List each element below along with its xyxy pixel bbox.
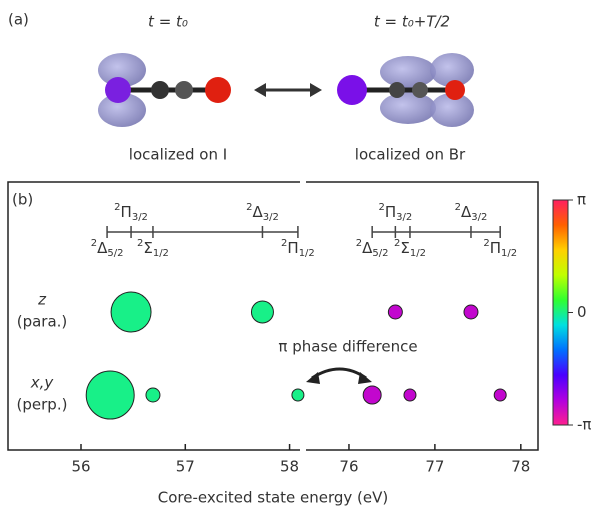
colorbar-tick-label: π [577, 191, 586, 209]
x-tick-label: 56 [71, 458, 90, 476]
bubble [291, 388, 305, 402]
row-label: x,y [30, 374, 55, 392]
colorbar-tick-label: 0 [577, 303, 587, 321]
row-label: z [37, 291, 47, 309]
level-sup: 2 [281, 238, 287, 249]
bubble [250, 300, 274, 324]
level-sub: 1/2 [299, 248, 315, 259]
level-sup: 2 [483, 238, 489, 249]
colorbar [552, 199, 569, 426]
level-label: 2Σ1/2 [394, 238, 426, 259]
bubble [387, 304, 403, 320]
caption: localized on I [129, 146, 227, 164]
x-tick-label: 58 [280, 458, 299, 476]
level-label: 2Δ3/2 [246, 202, 279, 223]
level-sup: 2 [356, 238, 362, 249]
level-label: 2Π1/2 [483, 238, 517, 259]
level-sup: 2 [114, 202, 120, 213]
panel-title: t = t₀+T/2 [374, 13, 450, 31]
phase-arrow [306, 367, 372, 384]
x-tick-label: 76 [339, 458, 358, 476]
level-sub: 3/2 [471, 212, 487, 223]
level-label: 2Δ3/2 [455, 202, 488, 223]
level-label: 2Δ5/2 [91, 238, 124, 259]
x-tick-label: 77 [425, 458, 444, 476]
level-sub: 3/2 [396, 212, 412, 223]
double-arrow [254, 83, 322, 97]
level-symbol: Π [385, 203, 396, 221]
level-sub: 1/2 [501, 248, 517, 259]
x-axis-label: Core-excited state energy (eV) [158, 489, 389, 507]
level-symbol: Σ [400, 239, 409, 257]
colorbar-tick-label: -π [577, 416, 591, 434]
level-sub: 1/2 [153, 248, 169, 259]
x-tick-label: 78 [511, 458, 530, 476]
bubble [110, 291, 152, 333]
bubble [145, 387, 161, 403]
level-symbol: Δ [362, 239, 373, 257]
molecule-right [337, 53, 474, 127]
x-tick-label: 57 [176, 458, 195, 476]
bubble [463, 304, 479, 320]
molecule-left [98, 53, 231, 127]
bubble [403, 388, 417, 402]
level-sup: 2 [455, 202, 461, 213]
bubble [362, 385, 382, 405]
panel-label: (a) [8, 11, 29, 29]
panel-title: t = t₀ [148, 13, 188, 31]
level-sub: 5/2 [107, 248, 123, 259]
level-sup: 2 [91, 238, 97, 249]
level-sub: 5/2 [372, 248, 388, 259]
level-symbol: Δ [461, 203, 472, 221]
level-label: 2Δ5/2 [356, 238, 389, 259]
level-symbol: Π [490, 239, 501, 257]
level-symbol: Π [121, 203, 132, 221]
level-sup: 2 [378, 202, 384, 213]
level-symbol: Δ [252, 203, 263, 221]
level-label: 2Σ1/2 [137, 238, 169, 259]
bubble [493, 388, 507, 402]
level-sub: 1/2 [410, 248, 426, 259]
bubble [85, 370, 135, 420]
panel-label: (b) [12, 191, 33, 209]
caption: localized on Br [355, 146, 466, 164]
level-symbol: Π [287, 239, 298, 257]
level-label: 2Π3/2 [114, 202, 148, 223]
level-symbol: Σ [143, 239, 152, 257]
plot-frame [7, 181, 539, 451]
level-sup: 2 [137, 238, 143, 249]
annotation: π phase difference [278, 338, 417, 356]
level-label: 2Π1/2 [281, 238, 315, 259]
level-sup: 2 [246, 202, 252, 213]
level-label: 2Π3/2 [378, 202, 412, 223]
level-sup: 2 [394, 238, 400, 249]
level-sub: 3/2 [132, 212, 148, 223]
level-sub: 3/2 [263, 212, 279, 223]
level-symbol: Δ [97, 239, 108, 257]
row-label: (perp.) [17, 396, 68, 414]
row-label: (para.) [17, 313, 68, 331]
